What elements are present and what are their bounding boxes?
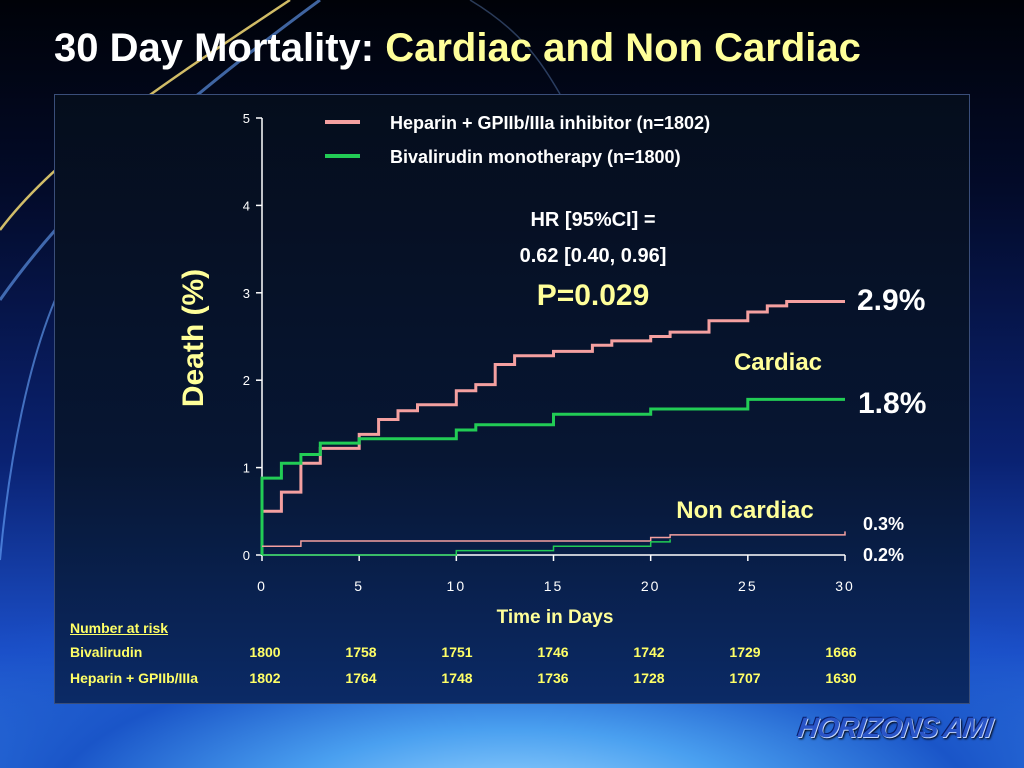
chart-curves — [260, 300, 846, 556]
x-tick-label: 15 — [544, 578, 564, 594]
x-tick-label: 25 — [738, 578, 758, 594]
risk-cell: 1666 — [825, 644, 857, 660]
cardiac-bivalirudin-curve — [260, 397, 845, 555]
risk-cell: 1758 — [345, 644, 377, 660]
x-axis-label: Time in Days — [497, 607, 614, 628]
risk-cell: 1707 — [729, 670, 761, 686]
noncardiac-label: Non cardiac — [676, 497, 813, 524]
risk-cell: 1729 — [729, 644, 761, 660]
title-main: 30 Day Mortality: — [54, 26, 386, 70]
hr-text-line1: HR [95%CI] = — [530, 209, 655, 231]
title-highlight: Cardiac and Non Cardiac — [385, 26, 861, 70]
risk-cell: 1736 — [537, 670, 569, 686]
y-tick-label: 0 — [243, 548, 250, 563]
risk-row-label: Bivalirudin — [70, 644, 143, 660]
noncardiac-bivalirudin-curve — [262, 539, 671, 556]
risk-cell: 1800 — [249, 644, 281, 660]
legend-label-heparin: Heparin + GPIIb/IIIa inhibitor (n=1802) — [390, 113, 710, 133]
legend-label-bivalirudin: Bivalirudin monotherapy (n=1800) — [390, 147, 681, 167]
y-tick-label: 5 — [243, 111, 250, 126]
risk-cell: 1746 — [537, 644, 569, 660]
x-tick-label: 0 — [257, 578, 267, 594]
x-tick-label: 30 — [835, 578, 855, 594]
y-tick-label: 3 — [243, 286, 250, 301]
risk-cell: 1751 — [441, 644, 473, 660]
noncardiac-bivalirudin-value: 0.2% — [863, 545, 904, 565]
risk-cell: 1630 — [825, 670, 857, 686]
risk-cell: 1742 — [633, 644, 665, 660]
risk-row-bivalirudin: Bivalirudin 1800 1758 1751 1746 1742 172… — [70, 644, 930, 670]
risk-cell: 1728 — [633, 670, 665, 686]
y-tick-label: 4 — [243, 198, 250, 213]
risk-cell: 1764 — [345, 670, 377, 686]
cardiac-heparin-value: 2.9% — [857, 284, 925, 317]
cardiac-bivalirudin-value: 1.8% — [858, 387, 926, 420]
y-axis-label: Death (%) — [177, 269, 210, 407]
risk-row-heparin: Heparin + GPIIb/IIIa 1802 1764 1748 1736… — [70, 670, 930, 696]
risk-row-label: Heparin + GPIIb/IIIa — [70, 670, 198, 686]
y-tick-label: 2 — [243, 373, 250, 388]
noncardiac-heparin-curve — [262, 531, 846, 548]
risk-cell: 1748 — [441, 670, 473, 686]
hr-text-line2: 0.62 [0.40, 0.96] — [520, 245, 667, 267]
risk-table-title: Number at risk — [70, 620, 169, 636]
noncardiac-heparin-value: 0.3% — [863, 514, 904, 534]
slide-title: 30 Day Mortality: Cardiac and Non Cardia… — [54, 26, 861, 71]
legend: Heparin + GPIIb/IIIa inhibitor (n=1802) … — [325, 113, 710, 167]
risk-cell: 1802 — [249, 670, 281, 686]
x-tick-label: 20 — [641, 578, 661, 594]
risk-table: Number at risk Bivalirudin 1800 1758 175… — [70, 620, 930, 696]
cardiac-label: Cardiac — [734, 349, 822, 376]
p-value: P=0.029 — [537, 279, 650, 312]
x-tick-label: 10 — [447, 578, 467, 594]
x-tick-label: 5 — [354, 578, 364, 594]
y-tick-label: 1 — [243, 461, 250, 476]
horizons-ami-logo: HORIZONS AMI — [795, 712, 995, 743]
